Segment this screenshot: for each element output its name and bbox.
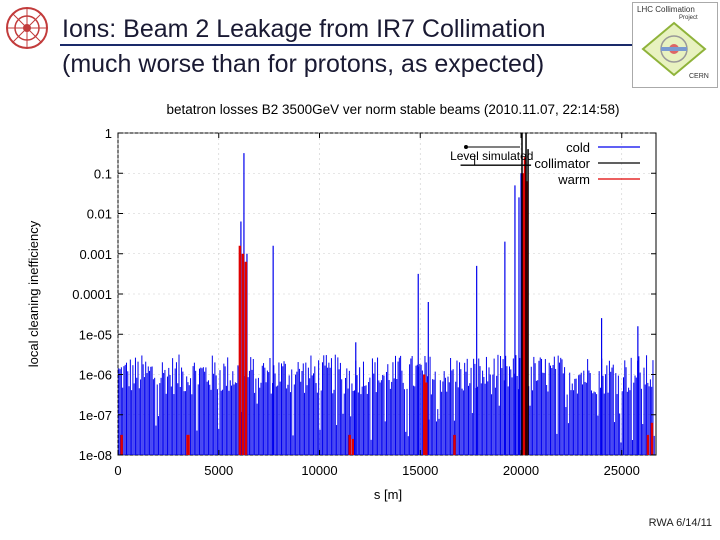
slide-title: Ions: Beam 2 Leakage from IR7 Collimatio… <box>62 15 546 43</box>
y-tick-label: 0.001 <box>79 247 112 262</box>
x-axis-label: s [m] <box>374 487 402 502</box>
x-tick-label: 10000 <box>301 463 337 478</box>
y-tick-label: 0.0001 <box>72 287 112 302</box>
y-tick-label: 0.01 <box>87 207 112 222</box>
y-tick-label: 0.1 <box>94 166 112 181</box>
lhc-collimation-logo: LHC Collimation Project CERN <box>632 2 718 88</box>
x-tick-label: 25000 <box>604 463 640 478</box>
x-tick-label: 20000 <box>503 463 539 478</box>
title-rule <box>60 44 650 46</box>
slide-subtitle: (much worse than for protons, as expecte… <box>62 50 545 78</box>
footer-text: RWA 6/14/11 <box>648 517 712 529</box>
logo-org: CERN <box>689 73 709 80</box>
x-tick-label: 5000 <box>204 463 233 478</box>
logo-title: LHC Collimation <box>637 5 695 14</box>
collimation-emblem-icon <box>641 21 707 77</box>
y-tick-label: 1e-06 <box>79 368 112 383</box>
legend-label-collimator: collimator <box>534 156 590 171</box>
y-axis-label: local cleaning inefficiency <box>26 220 41 367</box>
y-tick-label: 1e-05 <box>79 327 112 342</box>
left-logo-icon <box>6 7 48 49</box>
y-tick-label: 1e-08 <box>79 448 112 463</box>
legend-label-cold: cold <box>566 140 590 155</box>
simulated-level-label: Level simulated <box>450 149 533 163</box>
legend-label-warm: warm <box>557 172 590 187</box>
x-tick-label: 15000 <box>402 463 438 478</box>
chart-title: betatron losses B2 3500GeV ver norm stab… <box>166 102 619 117</box>
legend-arrow-dot <box>464 145 468 149</box>
y-tick-label: 1e-07 <box>79 408 112 423</box>
x-tick-label: 0 <box>114 463 121 478</box>
y-tick-label: 1 <box>105 126 112 141</box>
logo-sub: Project <box>679 15 698 21</box>
